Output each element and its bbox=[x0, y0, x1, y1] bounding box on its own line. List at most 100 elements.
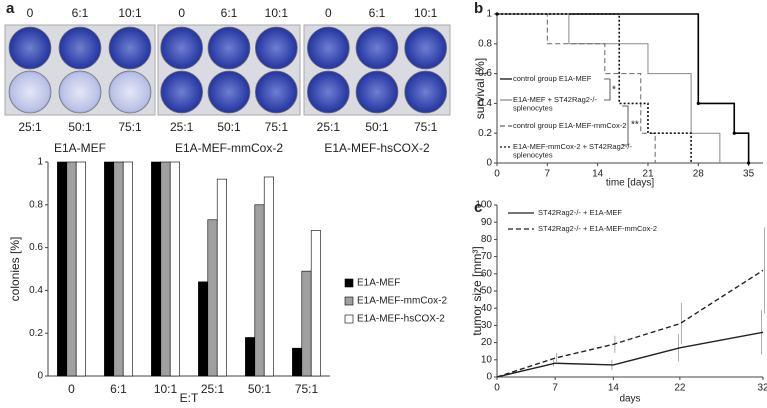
well-label: 75:1 bbox=[265, 120, 289, 134]
x-tick-label: 7 bbox=[552, 383, 558, 394]
series-line bbox=[496, 269, 764, 378]
well bbox=[160, 26, 204, 70]
well-label: 0 bbox=[178, 6, 185, 20]
bar bbox=[216, 178, 227, 377]
well-label: 0 bbox=[27, 6, 34, 20]
y-tick-label: 1 bbox=[486, 9, 492, 20]
x-tick-label: 10:1 bbox=[154, 382, 178, 396]
x-tick-label: 6:1 bbox=[110, 382, 127, 396]
bar bbox=[310, 230, 321, 377]
bracket bbox=[622, 105, 629, 146]
well-label: 25:1 bbox=[170, 120, 194, 134]
legend-label: E1A-MEF + ST42Rag2-/-splenocytes bbox=[513, 95, 597, 113]
series-line bbox=[496, 331, 764, 378]
x-tick-label: 7 bbox=[545, 169, 551, 180]
x-axis-label: E:T bbox=[180, 391, 199, 405]
y-tick-label: 70 bbox=[481, 251, 493, 262]
bar bbox=[160, 161, 171, 377]
y-tick-label: 0.4 bbox=[29, 285, 43, 296]
y-tick-label: 0.8 bbox=[478, 38, 492, 49]
bar bbox=[75, 161, 86, 377]
y-tick-label: 0 bbox=[486, 372, 492, 383]
x-tick-label: 28 bbox=[693, 169, 705, 180]
survival-line bbox=[497, 13, 692, 163]
x-tick-label: 22 bbox=[674, 383, 686, 394]
x-tick-label: 21 bbox=[642, 169, 654, 180]
y-tick-label: 1 bbox=[37, 157, 43, 168]
bar bbox=[301, 270, 312, 377]
legend-label: ST42Rag2-/- + E1A-MEF-mmCox-2 bbox=[538, 224, 657, 233]
survival-line bbox=[497, 13, 750, 163]
x-tick-label: 75:1 bbox=[295, 382, 319, 396]
bar bbox=[66, 161, 77, 377]
y-tick-label: 0 bbox=[486, 158, 492, 169]
y-tick-label: 90 bbox=[481, 217, 493, 228]
well bbox=[58, 26, 102, 70]
bar bbox=[113, 161, 124, 377]
y-tick-label: 50 bbox=[481, 286, 493, 297]
well bbox=[108, 26, 152, 70]
x-tick-label: 35 bbox=[743, 169, 755, 180]
y-tick-label: 80 bbox=[481, 234, 493, 245]
well bbox=[207, 70, 251, 114]
survival-line bbox=[497, 13, 721, 163]
plate-name: E1A-MEF-hsCOX-2 bbox=[324, 141, 430, 155]
bar bbox=[104, 161, 115, 377]
well-label: 10:1 bbox=[414, 6, 438, 20]
y-axis-label: tumor size [mm³] bbox=[470, 246, 484, 335]
y-tick-label: 0 bbox=[37, 371, 43, 382]
well-label: 25:1 bbox=[18, 120, 42, 134]
bar bbox=[263, 176, 274, 377]
x-tick-label: 25:1 bbox=[201, 382, 225, 396]
significance: ** bbox=[631, 120, 639, 131]
well-label: 10:1 bbox=[118, 6, 142, 20]
y-tick-label: 0.2 bbox=[478, 128, 492, 139]
well bbox=[355, 26, 399, 70]
well-label: 6:1 bbox=[369, 6, 386, 20]
legend-label: E1A-MEF-mmCox-2 + ST42Rag2-/-splenocytes bbox=[513, 142, 632, 160]
y-tick-label: 0.4 bbox=[478, 98, 492, 109]
legend-label: control group E1A-MEF-mmCox-2 bbox=[513, 121, 626, 130]
legend-label: ST42Rag2-/- + E1A-MEF bbox=[538, 208, 622, 217]
bar bbox=[122, 161, 133, 377]
well bbox=[355, 70, 399, 114]
well-label: 25:1 bbox=[317, 120, 341, 134]
x-axis-label: days bbox=[619, 394, 640, 405]
x-tick-label: 50:1 bbox=[248, 382, 272, 396]
panel-label: a bbox=[6, 0, 15, 17]
panel-label: b bbox=[474, 0, 483, 17]
survival-line bbox=[497, 13, 656, 163]
y-tick-label: 100 bbox=[475, 200, 492, 211]
bar bbox=[57, 161, 68, 377]
well bbox=[306, 26, 350, 70]
well-label: 10:1 bbox=[265, 6, 289, 20]
well bbox=[254, 70, 298, 114]
well-label: 6:1 bbox=[221, 6, 238, 20]
legend-label: E1A-MEF-hsCOX-2 bbox=[357, 314, 445, 325]
y-tick-label: 60 bbox=[481, 268, 493, 279]
y-tick-label: 0.8 bbox=[29, 199, 43, 210]
well bbox=[8, 70, 52, 114]
bar bbox=[198, 281, 209, 377]
x-tick-label: 14 bbox=[608, 383, 620, 394]
well-label: 50:1 bbox=[365, 120, 389, 134]
y-tick-label: 0.6 bbox=[478, 68, 492, 79]
bar bbox=[151, 161, 162, 377]
y-axis-label: colonies [%] bbox=[8, 237, 22, 302]
y-tick-label: 40 bbox=[481, 303, 493, 314]
y-tick-label: 30 bbox=[481, 320, 493, 331]
bar bbox=[254, 204, 265, 377]
well-label: 50:1 bbox=[217, 120, 241, 134]
y-tick-label: 0.2 bbox=[29, 328, 43, 339]
bar bbox=[292, 347, 303, 377]
well bbox=[404, 70, 448, 114]
x-tick-label: 32 bbox=[757, 383, 767, 394]
well-label: 50:1 bbox=[68, 120, 92, 134]
legend-swatch bbox=[344, 314, 354, 324]
significance: * bbox=[612, 85, 616, 96]
legend-swatch bbox=[344, 296, 354, 306]
bracket bbox=[604, 78, 611, 101]
bar bbox=[169, 161, 180, 377]
well-label: 75:1 bbox=[118, 120, 142, 134]
